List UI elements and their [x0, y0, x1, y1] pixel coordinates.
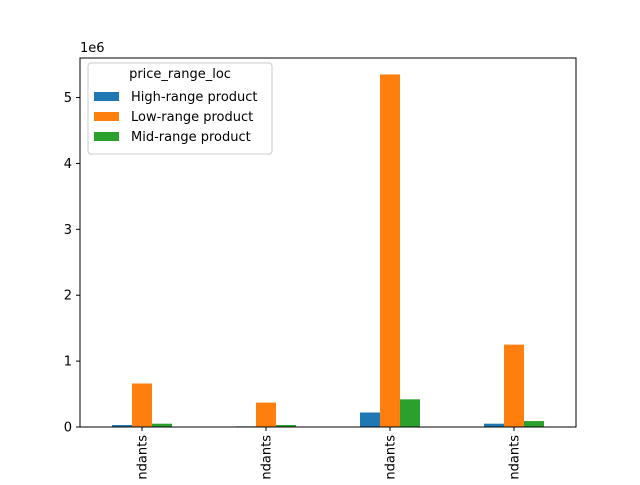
plot-frame: [79, 57, 577, 428]
y-tick-label-0: 0: [64, 421, 72, 436]
legend-swatch-3: [94, 132, 119, 141]
axes-layer: 0 1 2 3 4 5 ndants ndants ndants ndants: [64, 57, 577, 480]
bar-3-2: [276, 425, 296, 427]
y-tick-label-3: 3: [64, 223, 72, 238]
bar-3-1: [152, 423, 172, 427]
bar-1-1: [112, 425, 132, 427]
y-tick-label-1: 1: [64, 355, 72, 370]
legend-label-2: Low-range product: [131, 110, 253, 125]
x-tick-label-1: ndants: [260, 435, 275, 480]
legend-swatch-1: [94, 92, 119, 101]
x-tick-label-0: ndants: [136, 435, 151, 480]
y-tick-label-2: 2: [64, 289, 72, 304]
bar-2-4: [504, 344, 524, 427]
legend-label-3: Mid-range product: [131, 130, 251, 145]
bar-2-2: [256, 402, 276, 427]
legend-title: price_range_loc: [129, 67, 231, 82]
bar-3-3: [400, 399, 420, 427]
bar-1-4: [484, 423, 504, 427]
y-tick-label-5: 5: [64, 91, 72, 106]
legend-label-1: High-range product: [131, 90, 258, 105]
y-tick-label-4: 4: [64, 157, 72, 172]
x-tick-label-2: ndants: [384, 435, 399, 480]
bars-layer: [112, 74, 544, 428]
y-axis-offset-label: 1e6: [80, 41, 105, 56]
bar-2-1: [132, 383, 152, 427]
x-tick-label-3: ndants: [508, 435, 523, 480]
bar-3-4: [524, 421, 544, 427]
bar-1-3: [360, 412, 380, 427]
legend-swatch-2: [94, 112, 119, 121]
legend: price_range_loc High-range product Low-ran…: [87, 62, 273, 155]
bar-2-3: [380, 74, 400, 428]
legend-box: [87, 62, 273, 155]
